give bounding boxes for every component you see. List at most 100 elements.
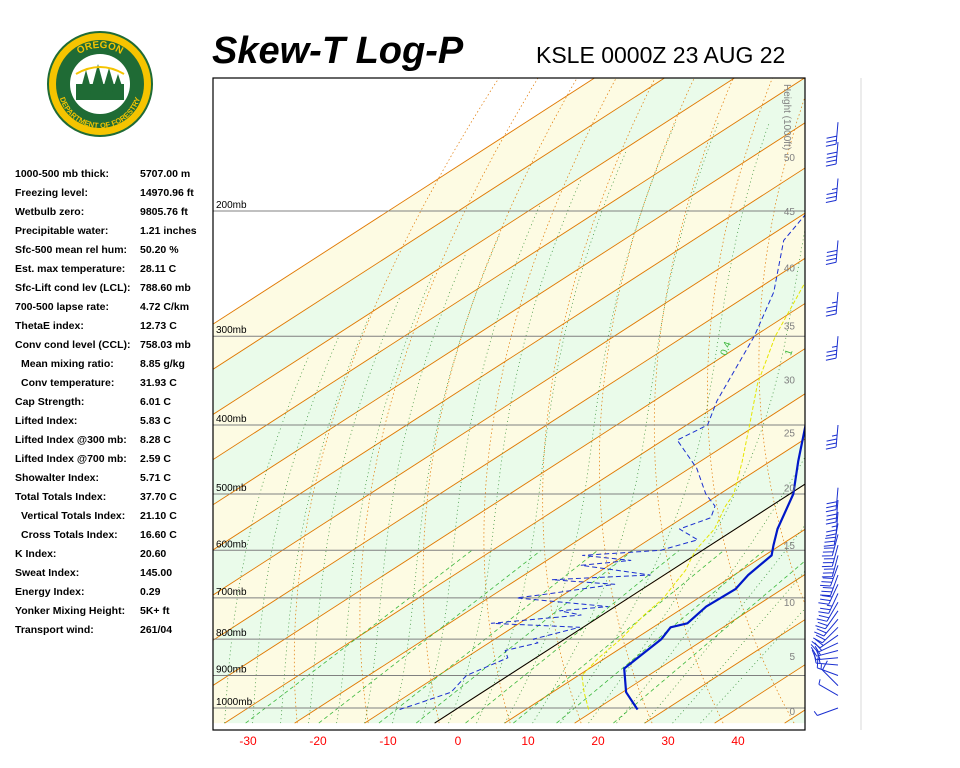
temperature-profile-line xyxy=(623,423,805,711)
height-tick-label: 15 xyxy=(784,541,796,552)
oregon-forestry-logo: OREGON DEPARTMENT OF FORESTRY xyxy=(46,30,154,138)
index-row: Cross Totals Index: 16.60 C xyxy=(15,529,215,548)
wind-barb xyxy=(816,601,839,622)
isobar-label: 800mb xyxy=(216,628,247,639)
wind-barb xyxy=(820,574,839,597)
index-row: Energy Index: 0.29 xyxy=(15,586,215,605)
wind-barb xyxy=(821,544,839,568)
index-value: 2.59 C xyxy=(140,453,171,465)
mixing-ratio-label: 1 xyxy=(783,348,795,357)
temperature-band xyxy=(213,213,805,641)
temperature-band xyxy=(784,709,805,724)
height-tick-label: 50 xyxy=(784,153,796,164)
isotherm-line xyxy=(213,78,666,370)
index-label: Sfc-500 mean rel hum: xyxy=(15,244,128,256)
index-value: 9805.76 ft xyxy=(140,206,188,218)
wind-barb-background xyxy=(815,78,861,730)
wind-barb xyxy=(825,424,839,450)
isotherm-line xyxy=(213,78,805,461)
index-label: Precipitable water: xyxy=(15,225,109,237)
index-value: 5.71 C xyxy=(140,472,171,484)
dry-adiabat xyxy=(599,78,695,724)
x-tick-label: 10 xyxy=(521,734,535,748)
height-tick-label: 20 xyxy=(784,484,796,495)
index-label: 1000-500 mb thick: xyxy=(15,168,109,180)
chart-title: Skew-T Log-P xyxy=(212,30,464,72)
x-tick-label: 20 xyxy=(591,734,605,748)
dry-adiabat xyxy=(293,78,500,724)
isotherm-line xyxy=(213,78,736,415)
index-row: Transport wind: 261/04 xyxy=(15,624,215,643)
index-value: 20.60 xyxy=(140,548,167,560)
isobar-label: 1000mb xyxy=(216,697,253,708)
index-row: Mean mixing ratio: 8.85 g/kg xyxy=(15,358,215,377)
wind-barb xyxy=(810,645,839,657)
index-value: 5.83 C xyxy=(140,415,171,427)
logo-top-text: OREGON xyxy=(75,40,125,57)
moist-adiabat xyxy=(392,233,501,724)
isobar-label: 900mb xyxy=(216,664,247,675)
isotherm-line xyxy=(784,709,805,724)
index-row: Conv temperature: 31.93 C xyxy=(15,377,215,396)
isotherm-line xyxy=(213,78,596,325)
index-label: K Index: xyxy=(15,548,57,560)
index-value: 8.85 g/kg xyxy=(140,358,185,370)
dry-adiabat xyxy=(905,53,960,723)
index-label: Conv temperature: xyxy=(21,377,115,389)
index-label: Vertical Totals Index: xyxy=(21,510,126,522)
isobar-label: 200mb xyxy=(216,200,247,211)
isobar-label: 400mb xyxy=(216,414,247,425)
index-row: Freezing level: 14970.96 ft xyxy=(15,187,215,206)
wind-barb xyxy=(825,142,839,167)
index-row: Vertical Totals Index: 21.10 C xyxy=(15,510,215,529)
moist-adiabat xyxy=(280,314,371,724)
index-label: Lifted Index @700 mb: xyxy=(15,453,127,465)
index-row: Wetbulb zero: 9805.76 ft xyxy=(15,206,215,225)
logo-seal: OREGON DEPARTMENT OF FORESTRY xyxy=(47,31,153,137)
isotherm-line xyxy=(294,393,805,724)
dry-adiabat xyxy=(653,78,734,724)
mixing-ratio-line xyxy=(465,549,680,724)
wind-barb xyxy=(814,618,839,637)
wind-barb xyxy=(825,122,839,147)
wind-barb xyxy=(820,565,839,587)
height-tick-label: 25 xyxy=(784,429,796,440)
index-value: 788.60 mb xyxy=(140,282,191,294)
index-label: Sweat Index: xyxy=(15,567,80,579)
index-label: Conv cond level (CCL): xyxy=(15,339,131,351)
svg-text:OREGON: OREGON xyxy=(75,40,125,57)
index-row: Est. max temperature: 28.11 C xyxy=(15,263,215,282)
index-value: 37.70 C xyxy=(140,491,177,503)
isotherm-line xyxy=(213,122,805,506)
mixing-ratio-label: 3 xyxy=(869,348,881,357)
index-row: Precipitable water: 1.21 inches xyxy=(15,225,215,244)
dry-adiabat xyxy=(857,53,960,723)
wind-barb xyxy=(825,500,839,525)
temperature-band xyxy=(213,303,805,724)
mixing-ratio-line xyxy=(556,549,765,724)
height-axis-title: Height (1000ft) xyxy=(781,84,792,150)
mixing-ratio-line xyxy=(513,549,725,724)
index-value: 16.60 C xyxy=(140,529,177,541)
index-value: 8.28 C xyxy=(140,434,171,446)
index-value: 50.20 % xyxy=(140,244,179,256)
height-tick-label: 10 xyxy=(784,598,796,609)
index-value: 1.21 inches xyxy=(140,225,197,237)
x-tick-label: 0 xyxy=(455,734,462,748)
dry-adiabat xyxy=(422,78,578,724)
stability-indices-panel: 1000-500 mb thick: 5707.00 m Freezing leve… xyxy=(15,168,215,643)
height-tick-label: 30 xyxy=(784,375,796,386)
index-row: ThetaE index: 12.73 C xyxy=(15,320,215,339)
index-label: Yonker Mixing Height: xyxy=(15,605,126,617)
plot-frame xyxy=(212,77,806,731)
index-value: 5707.00 m xyxy=(140,168,191,180)
dry-adiabat xyxy=(951,53,960,723)
isotherm-line xyxy=(213,302,805,686)
index-row: Lifted Index @700 mb: 2.59 C xyxy=(15,453,215,472)
isotherm-line xyxy=(213,212,805,596)
index-row: Showalter Index: 5.71 C xyxy=(15,472,215,491)
index-value: 14970.96 ft xyxy=(140,187,194,199)
height-tick-label: 5 xyxy=(789,652,795,663)
index-label: Wetbulb zero: xyxy=(15,206,85,218)
zero-isotherm xyxy=(434,483,805,724)
